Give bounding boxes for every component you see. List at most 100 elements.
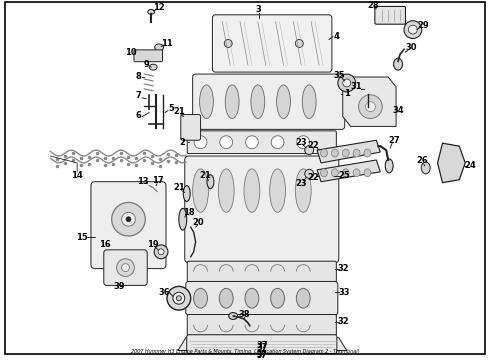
Ellipse shape <box>366 102 375 112</box>
Ellipse shape <box>244 169 260 212</box>
Ellipse shape <box>219 169 234 212</box>
Text: 8: 8 <box>135 72 141 81</box>
Text: 20: 20 <box>193 218 204 227</box>
Ellipse shape <box>126 217 131 222</box>
Text: 18: 18 <box>183 208 195 217</box>
Ellipse shape <box>364 169 371 177</box>
Ellipse shape <box>183 186 190 202</box>
Ellipse shape <box>343 149 349 157</box>
Ellipse shape <box>343 169 349 177</box>
Text: 22: 22 <box>307 173 319 182</box>
FancyBboxPatch shape <box>185 156 339 263</box>
Text: 5: 5 <box>168 104 174 113</box>
Text: 29: 29 <box>417 21 429 30</box>
Ellipse shape <box>305 169 314 178</box>
Polygon shape <box>343 77 396 126</box>
Ellipse shape <box>251 85 265 118</box>
Ellipse shape <box>147 9 155 14</box>
Ellipse shape <box>296 288 310 308</box>
Ellipse shape <box>193 169 208 212</box>
Polygon shape <box>438 143 465 183</box>
Ellipse shape <box>154 245 168 259</box>
Ellipse shape <box>158 249 164 255</box>
Ellipse shape <box>331 149 338 157</box>
Text: 32: 32 <box>338 318 349 327</box>
Ellipse shape <box>220 136 233 149</box>
Polygon shape <box>178 338 347 351</box>
Ellipse shape <box>245 136 258 149</box>
Text: 2: 2 <box>180 138 186 147</box>
Ellipse shape <box>331 169 338 177</box>
Text: 15: 15 <box>76 233 88 242</box>
FancyBboxPatch shape <box>187 131 336 154</box>
Ellipse shape <box>343 79 351 87</box>
Text: 31: 31 <box>351 82 363 91</box>
Polygon shape <box>317 160 380 182</box>
Ellipse shape <box>155 44 164 51</box>
Ellipse shape <box>295 40 303 48</box>
Ellipse shape <box>338 74 356 92</box>
Ellipse shape <box>194 136 207 149</box>
Ellipse shape <box>270 169 286 212</box>
Ellipse shape <box>225 85 239 118</box>
Ellipse shape <box>122 212 135 226</box>
Text: 12: 12 <box>153 3 165 12</box>
Text: 34: 34 <box>392 106 404 115</box>
Ellipse shape <box>409 25 417 34</box>
Text: 25: 25 <box>338 171 350 180</box>
Ellipse shape <box>320 169 327 177</box>
Text: 30: 30 <box>405 43 416 52</box>
Text: 7: 7 <box>135 91 141 100</box>
Text: 13: 13 <box>138 177 149 186</box>
Text: 16: 16 <box>99 240 111 249</box>
Text: 39: 39 <box>114 282 125 291</box>
Ellipse shape <box>199 85 214 118</box>
Text: 2007 Hummer H3 Engine Parts & Mounts, Timing, Lubrication System Diagram 2 - Thu: 2007 Hummer H3 Engine Parts & Mounts, Ti… <box>131 348 359 354</box>
FancyBboxPatch shape <box>104 250 147 285</box>
Text: 23: 23 <box>295 179 307 188</box>
Ellipse shape <box>176 296 181 301</box>
Text: 23: 23 <box>295 138 307 147</box>
FancyBboxPatch shape <box>91 182 166 269</box>
Text: 19: 19 <box>147 240 159 249</box>
Text: 10: 10 <box>124 48 136 57</box>
FancyBboxPatch shape <box>186 282 338 315</box>
Ellipse shape <box>353 169 360 177</box>
Ellipse shape <box>167 286 191 310</box>
Text: 28: 28 <box>368 1 379 10</box>
Ellipse shape <box>404 21 422 39</box>
Ellipse shape <box>421 162 430 174</box>
Polygon shape <box>317 140 380 163</box>
Ellipse shape <box>149 64 157 70</box>
FancyBboxPatch shape <box>134 50 163 62</box>
Ellipse shape <box>302 85 316 118</box>
Text: 21: 21 <box>199 171 211 180</box>
Text: 11: 11 <box>161 39 173 48</box>
Text: 4: 4 <box>334 32 340 41</box>
Ellipse shape <box>385 159 393 173</box>
Ellipse shape <box>112 202 145 236</box>
Ellipse shape <box>276 85 291 118</box>
FancyBboxPatch shape <box>193 74 345 129</box>
Ellipse shape <box>194 288 207 308</box>
Ellipse shape <box>393 58 402 70</box>
Text: 37: 37 <box>256 343 268 352</box>
Ellipse shape <box>305 146 314 154</box>
Ellipse shape <box>207 175 214 189</box>
Text: 21: 21 <box>173 107 185 116</box>
Text: 9: 9 <box>144 60 149 69</box>
Text: 17: 17 <box>152 176 164 185</box>
Text: 36: 36 <box>158 288 170 297</box>
Text: 14: 14 <box>71 171 83 180</box>
Ellipse shape <box>295 169 311 212</box>
Text: 24: 24 <box>465 161 476 170</box>
Ellipse shape <box>362 84 375 94</box>
Text: 22: 22 <box>307 141 319 150</box>
Text: 32: 32 <box>338 264 349 273</box>
Ellipse shape <box>179 208 187 230</box>
Text: 37: 37 <box>256 350 267 359</box>
FancyBboxPatch shape <box>212 15 332 72</box>
FancyBboxPatch shape <box>187 315 336 335</box>
Text: 26: 26 <box>416 157 428 166</box>
Text: 38: 38 <box>238 310 250 319</box>
